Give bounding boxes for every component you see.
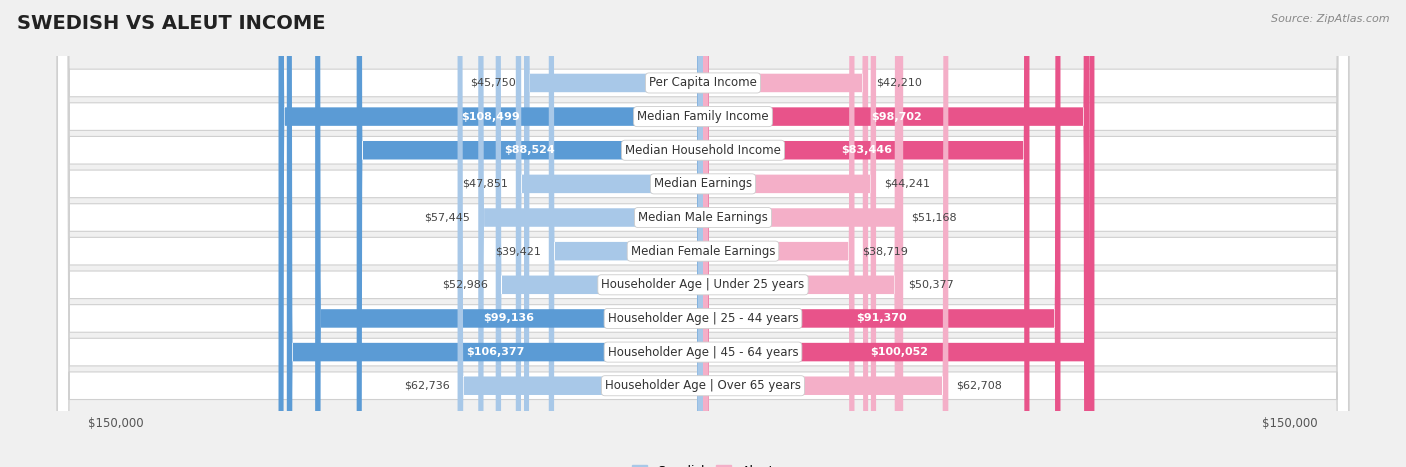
Text: Median Earnings: Median Earnings [654, 177, 752, 191]
FancyBboxPatch shape [58, 0, 1348, 467]
Text: Median Female Earnings: Median Female Earnings [631, 245, 775, 258]
Text: $42,210: $42,210 [876, 78, 922, 88]
Text: Median Family Income: Median Family Income [637, 110, 769, 123]
Text: $44,241: $44,241 [884, 179, 929, 189]
Text: Householder Age | Under 25 years: Householder Age | Under 25 years [602, 278, 804, 291]
FancyBboxPatch shape [58, 0, 1348, 467]
Text: Householder Age | Over 65 years: Householder Age | Over 65 years [605, 379, 801, 392]
Text: $50,377: $50,377 [908, 280, 953, 290]
Text: Median Male Earnings: Median Male Earnings [638, 211, 768, 224]
Text: $99,136: $99,136 [484, 313, 534, 324]
FancyBboxPatch shape [496, 0, 703, 467]
FancyBboxPatch shape [703, 0, 1094, 467]
Text: $52,986: $52,986 [441, 280, 488, 290]
Legend: Swedish, Aleut: Swedish, Aleut [627, 460, 779, 467]
FancyBboxPatch shape [315, 0, 703, 467]
Text: SWEDISH VS ALEUT INCOME: SWEDISH VS ALEUT INCOME [17, 14, 325, 33]
Text: $39,421: $39,421 [495, 246, 541, 256]
FancyBboxPatch shape [287, 0, 703, 467]
FancyBboxPatch shape [703, 0, 1060, 467]
Text: $83,446: $83,446 [841, 145, 891, 155]
FancyBboxPatch shape [524, 0, 703, 467]
Text: Source: ZipAtlas.com: Source: ZipAtlas.com [1271, 14, 1389, 24]
Text: $38,719: $38,719 [862, 246, 908, 256]
FancyBboxPatch shape [703, 0, 868, 467]
FancyBboxPatch shape [58, 0, 1348, 467]
Text: Per Capita Income: Per Capita Income [650, 77, 756, 90]
FancyBboxPatch shape [703, 0, 1090, 467]
FancyBboxPatch shape [58, 0, 1348, 467]
FancyBboxPatch shape [703, 0, 855, 467]
Text: Householder Age | 45 - 64 years: Householder Age | 45 - 64 years [607, 346, 799, 359]
FancyBboxPatch shape [58, 0, 1348, 467]
FancyBboxPatch shape [58, 0, 1348, 467]
FancyBboxPatch shape [703, 0, 876, 467]
FancyBboxPatch shape [58, 0, 1348, 467]
Text: $108,499: $108,499 [461, 112, 520, 121]
FancyBboxPatch shape [548, 0, 703, 467]
FancyBboxPatch shape [58, 0, 1348, 467]
Text: $88,524: $88,524 [505, 145, 555, 155]
FancyBboxPatch shape [357, 0, 703, 467]
FancyBboxPatch shape [457, 0, 703, 467]
Text: Median Household Income: Median Household Income [626, 144, 780, 157]
FancyBboxPatch shape [703, 0, 1029, 467]
FancyBboxPatch shape [703, 0, 903, 467]
FancyBboxPatch shape [278, 0, 703, 467]
Text: $91,370: $91,370 [856, 313, 907, 324]
FancyBboxPatch shape [516, 0, 703, 467]
Text: $98,702: $98,702 [870, 112, 921, 121]
Text: $57,445: $57,445 [425, 212, 471, 222]
Text: $45,750: $45,750 [471, 78, 516, 88]
Text: $62,708: $62,708 [956, 381, 1002, 391]
Text: $106,377: $106,377 [465, 347, 524, 357]
Text: Householder Age | 25 - 44 years: Householder Age | 25 - 44 years [607, 312, 799, 325]
Text: $62,736: $62,736 [404, 381, 450, 391]
FancyBboxPatch shape [703, 0, 900, 467]
FancyBboxPatch shape [58, 0, 1348, 467]
Text: $100,052: $100,052 [870, 347, 928, 357]
Text: $51,168: $51,168 [911, 212, 956, 222]
FancyBboxPatch shape [478, 0, 703, 467]
FancyBboxPatch shape [58, 0, 1348, 467]
FancyBboxPatch shape [703, 0, 948, 467]
Text: $47,851: $47,851 [463, 179, 508, 189]
